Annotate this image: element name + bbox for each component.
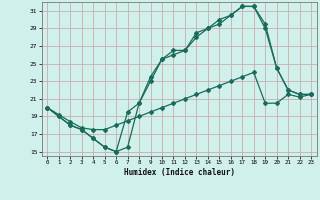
X-axis label: Humidex (Indice chaleur): Humidex (Indice chaleur) <box>124 168 235 177</box>
